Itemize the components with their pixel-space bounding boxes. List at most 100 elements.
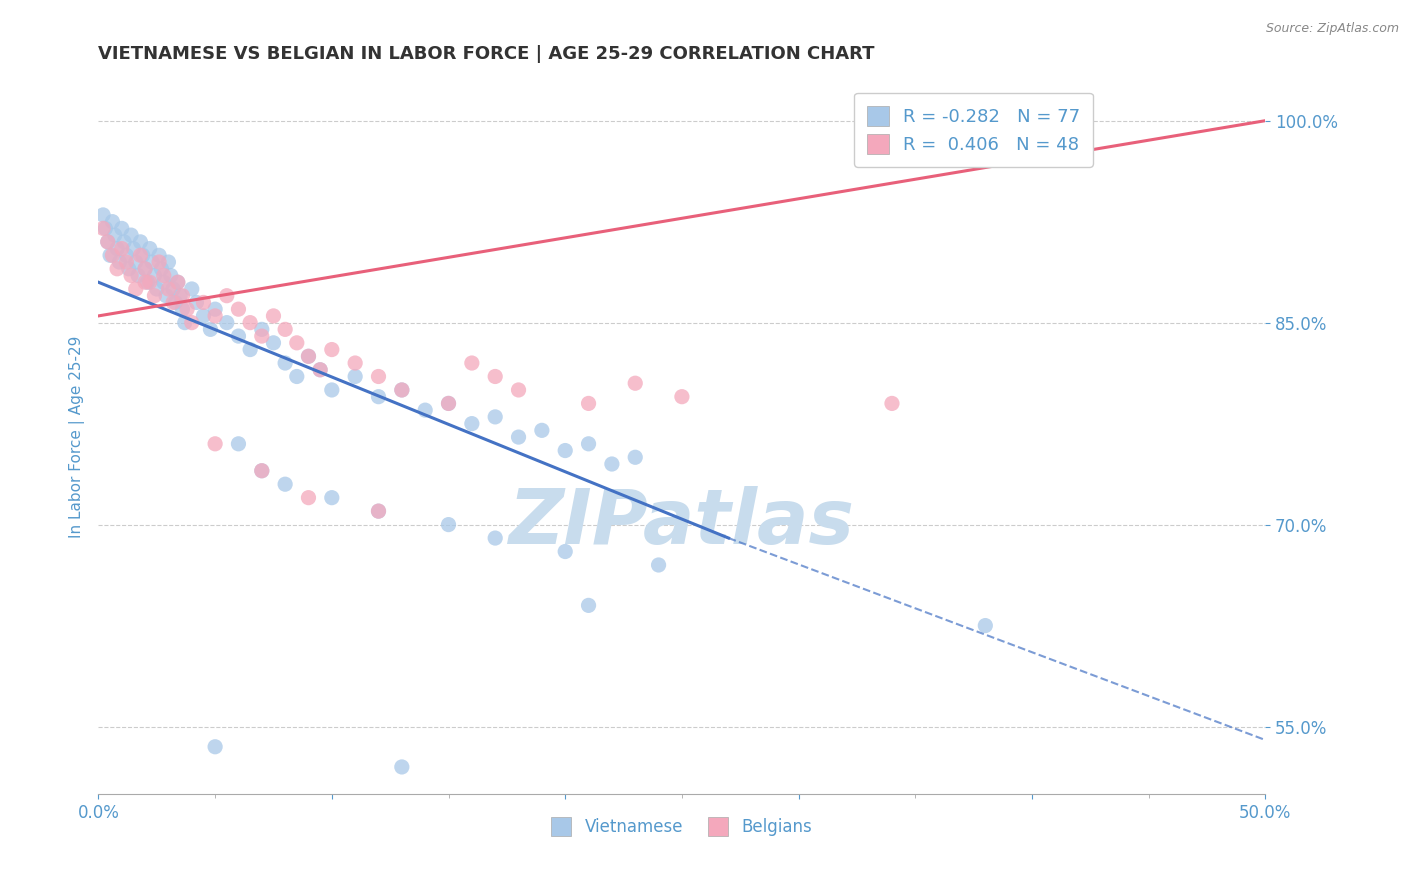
Point [262, 335, 284, 350]
Point [600, 457, 623, 471]
Point [508, 430, 530, 444]
Point [344, 369, 367, 384]
Point [193, 295, 215, 310]
Point [200, 322, 222, 336]
Text: ZIPatlas: ZIPatlas [509, 486, 855, 559]
Point [285, 335, 308, 350]
Point [112, 235, 135, 249]
Point [166, 275, 188, 289]
Point [169, 289, 191, 303]
Point [162, 282, 184, 296]
Point [152, 268, 174, 283]
Point [143, 289, 166, 303]
Point [250, 464, 273, 478]
Point [250, 329, 273, 343]
Point [578, 396, 600, 410]
Point [139, 242, 162, 256]
Point [262, 309, 284, 323]
Point [508, 383, 530, 397]
Y-axis label: In Labor Force | Age 25-29: In Labor Force | Age 25-29 [69, 336, 84, 538]
Point [274, 356, 297, 370]
Point [125, 282, 148, 296]
Point [437, 396, 460, 410]
Point [91, 208, 114, 222]
Point [176, 302, 198, 317]
Point [152, 275, 174, 289]
Point [165, 295, 187, 310]
Point [624, 376, 647, 391]
Point [115, 255, 138, 269]
Point [111, 221, 134, 235]
Point [413, 403, 436, 417]
Point [974, 618, 997, 632]
Point [173, 316, 195, 330]
Point [101, 214, 124, 228]
Point [172, 289, 194, 303]
Point [578, 599, 600, 613]
Point [274, 322, 297, 336]
Point [484, 369, 506, 384]
Point [155, 289, 177, 303]
Point [285, 369, 308, 384]
Point [118, 261, 141, 276]
Point [115, 248, 138, 262]
Point [309, 363, 332, 377]
Point [97, 235, 120, 249]
Point [344, 356, 367, 370]
Point [186, 295, 208, 310]
Point [136, 275, 159, 289]
Point [108, 255, 131, 269]
Point [204, 739, 226, 754]
Point [367, 369, 389, 384]
Point [148, 255, 170, 269]
Point [554, 544, 576, 558]
Point [148, 248, 170, 262]
Point [172, 302, 194, 317]
Point [274, 477, 297, 491]
Point [484, 409, 506, 424]
Point [484, 531, 506, 545]
Point [297, 349, 319, 363]
Point [204, 437, 226, 451]
Text: Source: ZipAtlas.com: Source: ZipAtlas.com [1265, 22, 1399, 36]
Point [204, 302, 226, 317]
Point [250, 322, 273, 336]
Text: VIETNAMESE VS BELGIAN IN LABOR FORCE | AGE 25-29 CORRELATION CHART: VIETNAMESE VS BELGIAN IN LABOR FORCE | A… [98, 45, 875, 63]
Point [132, 248, 155, 262]
Point [391, 383, 413, 397]
Point [139, 275, 162, 289]
Point [367, 504, 389, 518]
Point [228, 302, 250, 317]
Point [647, 558, 669, 572]
Point [437, 396, 460, 410]
Point [122, 242, 145, 256]
Point [129, 248, 152, 262]
Legend: Vietnamese, Belgians: Vietnamese, Belgians [544, 810, 820, 843]
Point [104, 228, 127, 243]
Point [180, 282, 202, 296]
Point [101, 248, 124, 262]
Point [204, 309, 226, 323]
Point [321, 343, 343, 357]
Point [180, 316, 202, 330]
Point [105, 242, 128, 256]
Point [105, 261, 128, 276]
Point [143, 268, 166, 283]
Point [150, 261, 173, 276]
Point [129, 235, 152, 249]
Point [141, 255, 163, 269]
Point [461, 417, 484, 431]
Point [880, 396, 903, 410]
Point [120, 228, 142, 243]
Point [157, 255, 180, 269]
Point [297, 491, 319, 505]
Point [367, 390, 389, 404]
Point [239, 343, 262, 357]
Point [578, 437, 600, 451]
Point [162, 295, 184, 310]
Point [146, 282, 169, 296]
Point [391, 383, 413, 397]
Point [321, 383, 343, 397]
Point [125, 255, 148, 269]
Point [215, 316, 238, 330]
